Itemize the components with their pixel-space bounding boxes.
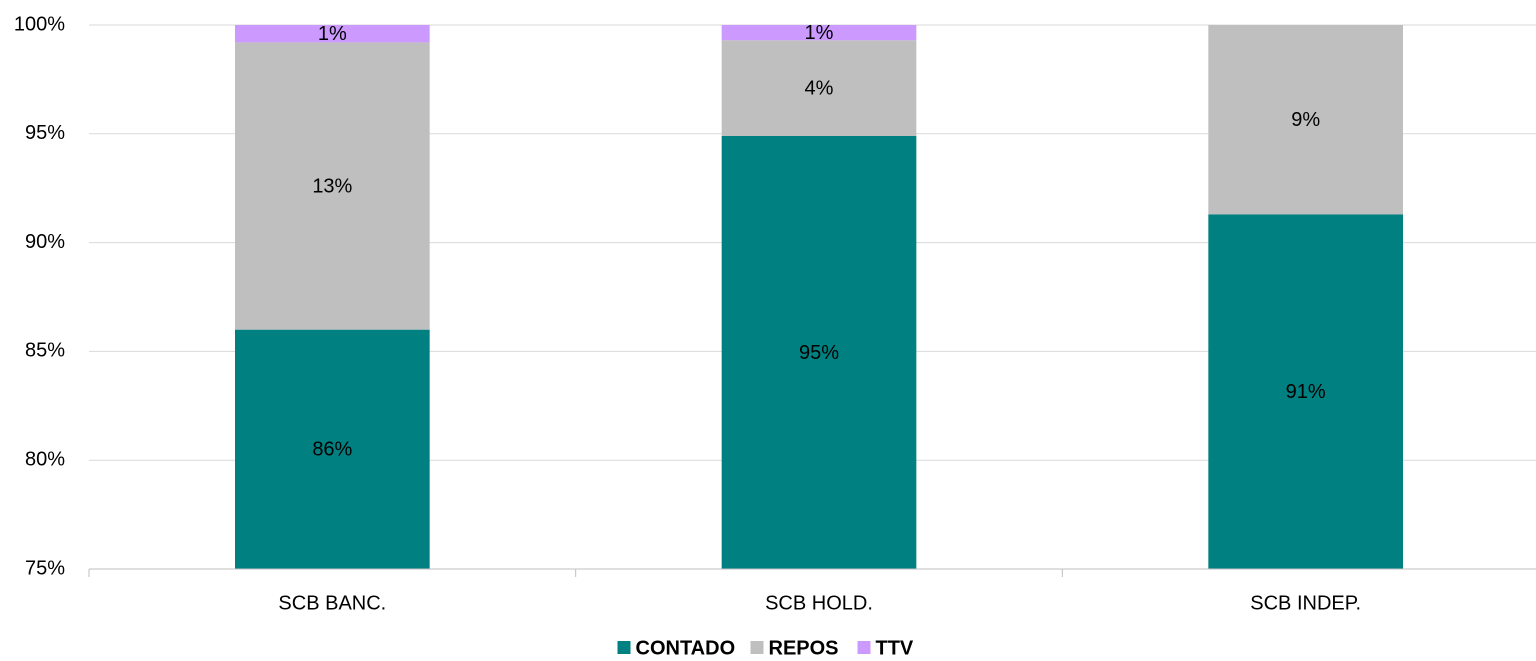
bar-segment [721,135,917,569]
y-tick-label: 90% [25,231,65,253]
y-tick-label: 85% [25,340,65,362]
bar-segment [1208,214,1403,569]
legend: CONTADO REPOS TTV [617,637,914,659]
x-tick-label: SCB HOLD. [765,592,873,614]
bar-segment [721,25,917,41]
data-label: 4% [805,77,834,99]
y-tick-label: 75% [25,557,65,579]
data-label: 86% [312,439,352,461]
legend-label: TTV [876,637,914,659]
bar-segment [235,25,430,43]
bar-segment [235,42,430,330]
y-tick-label: 80% [25,448,65,470]
legend-label: CONTADO [636,637,736,659]
bar-segment [1208,25,1403,215]
legend-swatch [617,641,631,654]
y-tick-label: 100% [14,13,65,35]
legend-swatch [750,641,764,654]
data-label: 91% [1286,381,1326,403]
y-tick-label: 95% [25,122,65,144]
x-tick-label: SCB BANC. [278,592,386,614]
data-label: 13% [312,175,352,197]
data-label: 95% [799,342,839,364]
legend-swatch [857,641,871,654]
data-label: 1% [805,22,834,44]
bar-segment [721,40,917,136]
data-label: 9% [1291,109,1320,131]
data-label: 1% [318,23,347,45]
bar-segment [235,329,430,569]
legend-label: REPOS [769,637,839,659]
x-tick-label: SCB INDEP. [1250,592,1361,614]
